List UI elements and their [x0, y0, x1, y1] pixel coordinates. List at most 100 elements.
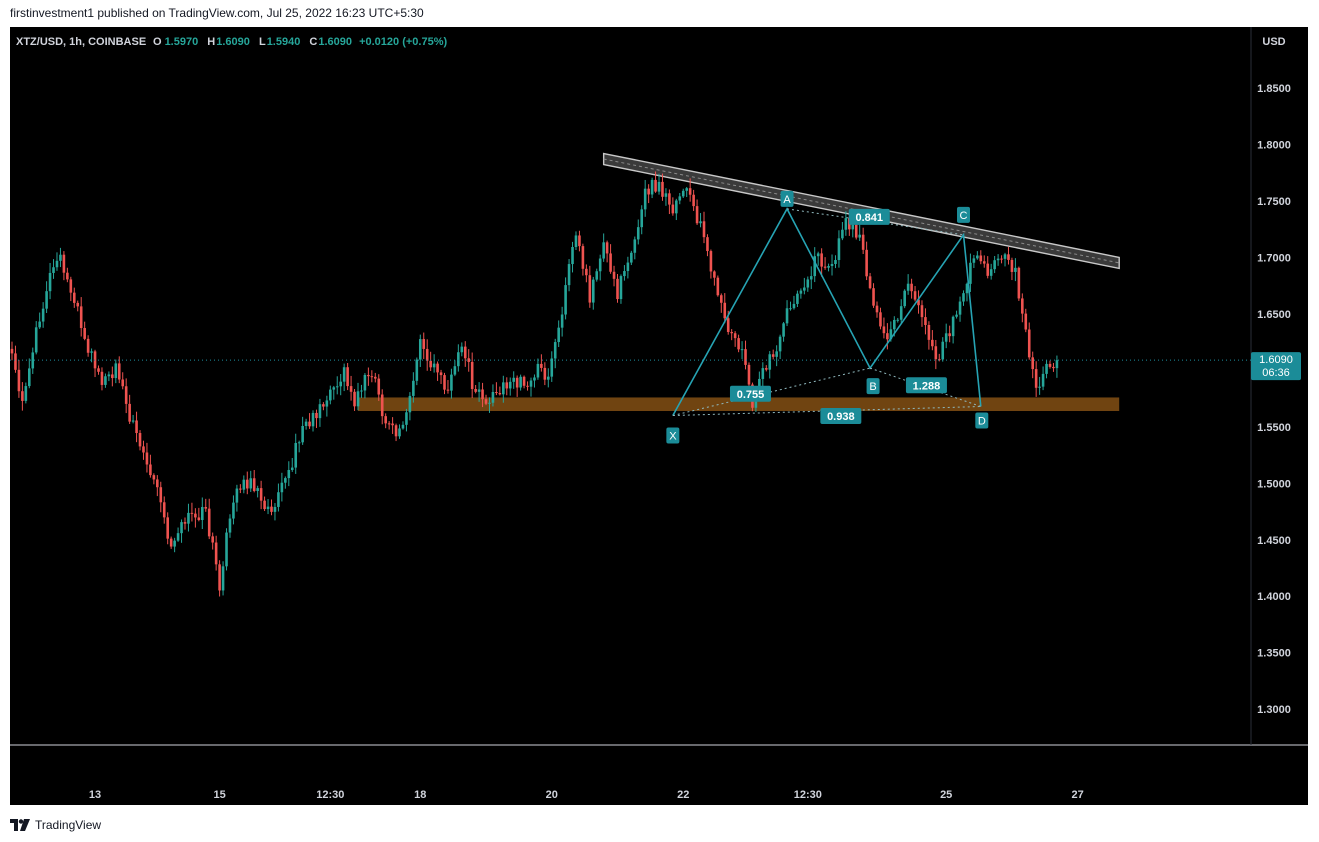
- high-value: 1.6090: [216, 36, 250, 48]
- candle: [806, 279, 810, 288]
- ratio-label-bd: 1.288: [913, 380, 941, 392]
- symbol-label[interactable]: XTZ/USD, 1h, COINBASE: [16, 36, 146, 48]
- candle: [737, 338, 740, 350]
- candle: [505, 382, 509, 389]
- candle: [111, 374, 114, 379]
- candle: [723, 302, 727, 319]
- candle: [789, 308, 792, 310]
- candle: [425, 348, 429, 361]
- candle: [512, 377, 515, 382]
- candle: [955, 314, 958, 317]
- candle: [775, 351, 778, 357]
- candle: [273, 506, 277, 512]
- candle: [1038, 386, 1041, 388]
- candle: [301, 425, 304, 443]
- candle: [401, 424, 405, 429]
- candle: [944, 333, 948, 342]
- close-value: 1.6090: [318, 36, 352, 48]
- candle: [823, 266, 827, 268]
- ratio-label-xb-bg: [729, 385, 771, 402]
- candle: [996, 258, 1000, 261]
- tradingview-logo-icon: [10, 819, 30, 831]
- x-tick-label: 20: [546, 789, 558, 801]
- candle: [906, 283, 910, 291]
- pattern-point-b: B: [869, 381, 876, 393]
- candle: [816, 253, 820, 257]
- candle: [982, 261, 986, 264]
- candle: [903, 290, 906, 307]
- candle: [1021, 298, 1024, 314]
- candle: [266, 506, 270, 510]
- candle: [948, 333, 951, 337]
- candle: [28, 368, 31, 387]
- candle: [560, 314, 564, 328]
- candle: [706, 237, 709, 252]
- candle: [484, 399, 488, 404]
- candle: [446, 389, 450, 391]
- candle: [643, 188, 647, 210]
- pattern-point-x-bg: [666, 427, 680, 444]
- candle: [937, 359, 941, 361]
- x-tick-label: 18: [414, 789, 426, 801]
- candle: [66, 272, 69, 280]
- candle: [1010, 259, 1014, 272]
- candle: [533, 377, 536, 381]
- candle: [861, 234, 865, 250]
- y-tick-label: 1.3500: [1257, 648, 1291, 660]
- candle: [1024, 313, 1028, 330]
- svg-text:O1.5970 H1.6090 L1: O 1.5970 H1.6090 L1.5940 C1.6090 +0.0120 …: [153, 36, 447, 48]
- candle: [664, 193, 668, 197]
- candle: [145, 452, 149, 465]
- candle: [263, 500, 266, 510]
- ratio-line-xb: [672, 367, 871, 417]
- candle: [332, 387, 336, 390]
- open-value: 1.5970: [165, 36, 199, 48]
- candle: [602, 242, 605, 259]
- candle: [540, 363, 543, 368]
- candle: [720, 295, 723, 303]
- ratio-label-bd-bg: [905, 377, 947, 394]
- candle: [69, 279, 73, 293]
- x-tick-label: 22: [677, 789, 689, 801]
- candle: [837, 238, 841, 261]
- candle: [83, 328, 86, 339]
- candle: [834, 260, 837, 264]
- candle: [173, 540, 176, 547]
- candle: [297, 442, 301, 444]
- candle: [128, 403, 131, 422]
- pattern-point-d-bg: [975, 412, 989, 429]
- candle: [422, 339, 426, 349]
- candle: [329, 389, 332, 401]
- candle: [207, 508, 211, 537]
- chart-frame[interactable]: X A B C D 0.755 0.841 1.288 0.938 XTZ/USD, 1h, C…: [10, 27, 1308, 805]
- candle: [59, 254, 62, 261]
- candle: [702, 221, 706, 238]
- candle: [809, 276, 813, 280]
- candle: [858, 234, 861, 238]
- candle: [55, 260, 59, 268]
- candle: [405, 412, 408, 425]
- resistance-channel-midline: [603, 158, 1120, 264]
- candle: [412, 380, 415, 396]
- y-tick-label: 1.6500: [1257, 309, 1291, 321]
- candle: [429, 360, 432, 368]
- price-chart[interactable]: X A B C D 0.755 0.841 1.288 0.938 XTZ/USD, 1h, C…: [10, 27, 1308, 805]
- candle: [10, 348, 14, 354]
- footer-brand-text: TradingView: [35, 818, 102, 832]
- footer-brand[interactable]: TradingView: [10, 817, 101, 833]
- candle: [1031, 357, 1034, 370]
- candle: [564, 285, 567, 315]
- candle: [467, 358, 471, 362]
- candle: [771, 354, 775, 357]
- open-key: O: [153, 36, 162, 48]
- candle: [201, 507, 204, 521]
- candle: [536, 363, 540, 378]
- candle: [270, 506, 273, 512]
- candle: [830, 263, 834, 266]
- candle: [311, 412, 315, 427]
- candle: [52, 267, 55, 273]
- candle: [626, 262, 630, 272]
- candle: [553, 342, 557, 359]
- candle: [502, 382, 505, 395]
- candle: [844, 218, 848, 230]
